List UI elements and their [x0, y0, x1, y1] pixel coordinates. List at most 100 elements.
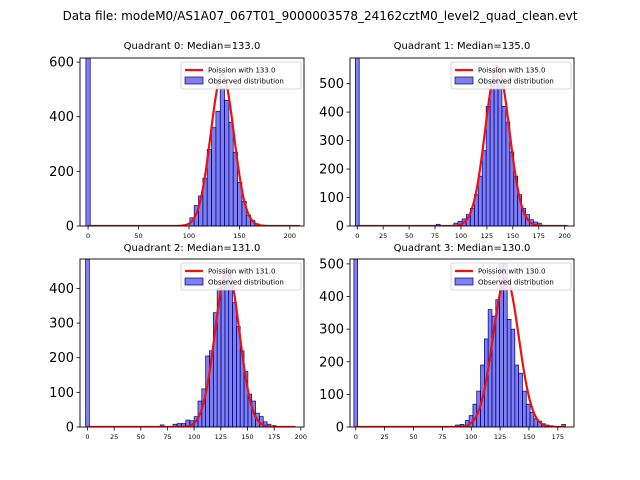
- y-tick-label: 300: [49, 317, 74, 332]
- plot-area: [354, 58, 568, 226]
- legend-fit-label: Poission with 135.0: [478, 67, 546, 75]
- x-tick-label: 200: [284, 232, 296, 240]
- panel-title: Quadrant 0: Median=133.0: [124, 41, 261, 52]
- x-tick-label: 0: [355, 232, 359, 240]
- legend: Poission with 135.0 Observed distribution: [450, 61, 572, 90]
- histogram-bar: [85, 58, 91, 226]
- poisson-fit-curve: [355, 277, 566, 427]
- histogram-bar: [514, 364, 519, 427]
- histogram-bar: [232, 301, 237, 427]
- x-tick-label: 0: [86, 232, 90, 240]
- y-tick-label: 0: [336, 220, 344, 235]
- y-tick-label: 600: [49, 56, 74, 71]
- histogram-bar: [518, 372, 523, 427]
- legend-box: [450, 262, 572, 291]
- y-tick-label: 100: [49, 386, 74, 401]
- y-tick-label: 200: [319, 355, 344, 370]
- y-tick-label: 500: [319, 77, 344, 92]
- panel-quadrant-3: Quadrant 3: Median=130.0 0 100 200 300 400 50…: [319, 243, 575, 441]
- histogram-bar: [185, 419, 191, 427]
- poisson-fit-curve: [357, 65, 568, 226]
- legend-fit-label: Poission with 131.0: [208, 268, 276, 276]
- histogram-bar: [497, 80, 503, 226]
- poisson-fit-curve: [87, 268, 296, 427]
- y-tick-label: 300: [319, 134, 344, 149]
- histogram-bar: [522, 390, 527, 427]
- x-tick-label: 75: [431, 232, 439, 240]
- panel-title: Quadrant 2: Median=131.0: [124, 243, 261, 254]
- legend-fit-label: Poission with 130.0: [478, 268, 546, 276]
- poisson-fit-curve: [88, 73, 300, 226]
- y-tick-label: 100: [319, 191, 344, 206]
- x-tick-label: 175: [268, 433, 280, 441]
- y-tick-label: 100: [319, 388, 344, 403]
- histogram-bar: [228, 281, 233, 427]
- x-tick-label: 50: [405, 232, 413, 240]
- legend-observed-swatch: [184, 277, 204, 286]
- histogram-bar: [489, 86, 495, 226]
- x-tick-label: 100: [183, 232, 195, 240]
- histogram-bar: [529, 411, 535, 427]
- x-tick-label: 100: [465, 433, 477, 441]
- x-tick-label: 125: [494, 433, 506, 441]
- axes-frame: [349, 57, 575, 227]
- x-tick-label: 25: [380, 433, 388, 441]
- legend-observed-swatch: [184, 76, 204, 85]
- x-tick-label: 50: [134, 232, 142, 240]
- panel-quadrant-2: Quadrant 2: Median=131.0 0 100 200 300 400 0 2…: [49, 243, 307, 441]
- histogram-bar: [353, 259, 359, 427]
- legend-box: [450, 61, 572, 90]
- panel-quadrant-0: Quadrant 0: Median=133.0 0 200 400 600 0 50 10…: [49, 41, 305, 240]
- x-tick-label: 100: [188, 433, 200, 441]
- x-tick-label: 175: [533, 232, 545, 240]
- legend-box: [180, 262, 302, 291]
- x-tick-label: 150: [233, 232, 245, 240]
- x-tick-label: 175: [552, 433, 564, 441]
- histogram-bar: [505, 121, 511, 226]
- histogram-bar: [228, 121, 234, 226]
- x-tick-label: 0: [85, 433, 89, 441]
- histogram-bar: [493, 70, 499, 226]
- histogram-bar: [477, 175, 483, 226]
- x-tick-label: 200: [558, 232, 570, 240]
- legend-observed-swatch: [454, 76, 474, 85]
- y-tick-label: 200: [49, 165, 74, 180]
- legend: Poission with 131.0 Observed distribution: [180, 262, 302, 291]
- legend: Poission with 130.0 Observed distribution: [450, 262, 572, 291]
- x-tick-label: 200: [295, 433, 307, 441]
- y-tick-label: 400: [319, 106, 344, 121]
- x-tick-label: 125: [481, 232, 493, 240]
- legend-observed-swatch: [454, 277, 474, 286]
- x-tick-label: 75: [163, 433, 171, 441]
- x-tick-label: 150: [241, 433, 253, 441]
- histogram-bar: [224, 99, 230, 226]
- figure-suptitle: Data file: modeM0/AS1A07_067T01_90000035…: [63, 9, 578, 23]
- x-tick-label: 125: [215, 433, 227, 441]
- histogram-bar: [481, 150, 487, 226]
- x-tick-label: 150: [507, 232, 519, 240]
- y-tick-label: 200: [49, 351, 74, 366]
- y-tick-label: 400: [49, 110, 74, 125]
- axes-frame: [79, 258, 305, 428]
- histogram-bar: [506, 318, 512, 427]
- y-tick-label: 0: [336, 421, 344, 436]
- legend-observed-label: Observed distribution: [478, 279, 554, 287]
- x-tick-label: 0: [354, 433, 358, 441]
- histogram-bar: [211, 127, 217, 226]
- y-tick-label: 400: [319, 290, 344, 305]
- histogram-bar: [525, 403, 531, 427]
- x-tick-label: 50: [409, 433, 417, 441]
- x-tick-label: 25: [379, 232, 387, 240]
- legend: Poission with 133.0 Observed distribution: [180, 61, 302, 90]
- y-tick-label: 200: [319, 163, 344, 178]
- panel-title: Quadrant 1: Median=135.0: [394, 41, 531, 52]
- x-tick-label: 75: [438, 433, 446, 441]
- histogram-bar: [220, 281, 226, 427]
- legend-box: [180, 61, 302, 90]
- axes-frame: [79, 57, 305, 227]
- histogram-bar: [501, 106, 507, 226]
- legend-observed-label: Observed distribution: [208, 78, 284, 86]
- histogram-bar: [224, 267, 230, 427]
- x-tick-label: 150: [523, 433, 535, 441]
